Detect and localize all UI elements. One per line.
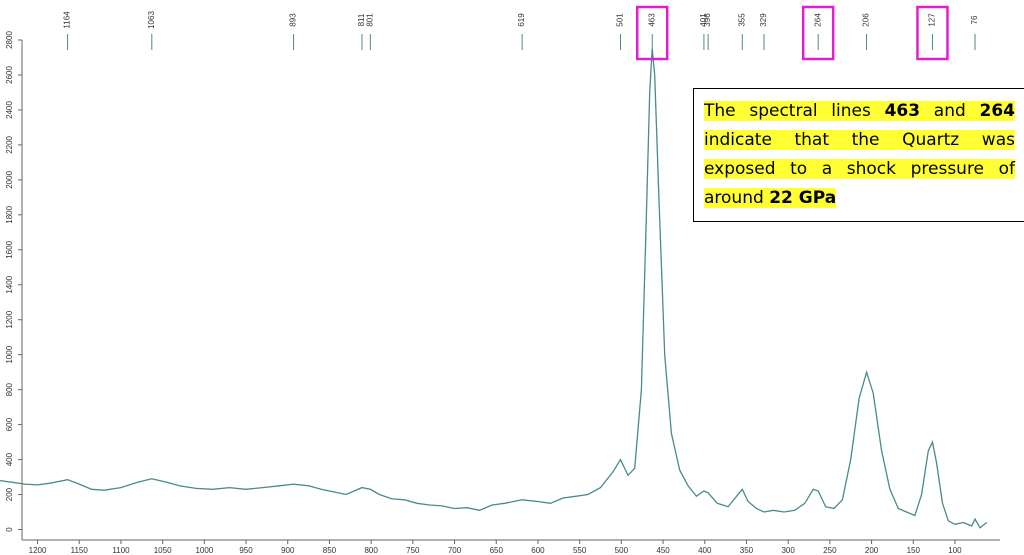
peak-label: 127: [928, 13, 937, 27]
x-tick-label: 150: [907, 546, 921, 555]
x-tick-label: 950: [239, 546, 253, 555]
y-tick-label: 2800: [5, 31, 14, 49]
x-tick-label: 800: [364, 546, 378, 555]
peak-label: 355: [737, 13, 746, 27]
y-tick-label: 1200: [5, 310, 14, 328]
peak-label: 206: [862, 13, 871, 27]
peak-highlight-box: [801, 5, 835, 61]
x-tick-label: 850: [323, 546, 337, 555]
x-tick-label: 600: [531, 546, 545, 555]
y-tick-label: 2600: [5, 66, 14, 84]
annotation-text: 264: [979, 101, 1015, 121]
x-tick-label: 1150: [71, 546, 89, 555]
y-tick-label: 1600: [5, 240, 14, 258]
x-tick-label: 250: [823, 546, 837, 555]
y-tick-label: 1000: [5, 345, 14, 363]
annotation-text: and: [920, 101, 980, 121]
x-tick-label: 650: [490, 546, 504, 555]
y-tick-label: 800: [5, 382, 14, 396]
x-tick-label: 300: [781, 546, 795, 555]
peak-label: 893: [289, 13, 298, 27]
x-tick-label: 200: [865, 546, 879, 555]
x-tick-label: 1100: [112, 546, 130, 555]
peak-label: 463: [647, 13, 656, 27]
y-tick-label: 1400: [5, 275, 14, 293]
x-tick-label: 550: [573, 546, 587, 555]
x-tick-label: 1050: [154, 546, 172, 555]
peak-label: 811: [357, 13, 366, 26]
peak-label: 1063: [147, 11, 156, 29]
x-tick-label: 1000: [195, 546, 213, 555]
peak-label: 396: [703, 13, 712, 27]
peak-highlight-box: [635, 5, 669, 61]
x-tick-label: 400: [698, 546, 712, 555]
y-tick-label: 400: [5, 452, 14, 466]
x-tick-label: 750: [406, 546, 420, 555]
peak-highlight-box: [916, 5, 949, 61]
x-tick-label: 450: [656, 546, 670, 555]
x-tick-label: 350: [740, 546, 754, 555]
annotation-text: 22 GPa: [769, 188, 837, 208]
peak-label: 401: [699, 13, 708, 27]
peak-label: 619: [517, 13, 526, 27]
y-tick-label: 0: [5, 527, 14, 532]
annotation-text: 463: [884, 101, 921, 121]
peak-label: 76: [970, 15, 979, 24]
peak-label: 264: [813, 13, 822, 27]
peak-label: 501: [616, 13, 625, 27]
annotation-box: The spectral lines 463 and 264 indicate …: [693, 88, 1024, 222]
annotation-text: The spectral lines: [704, 101, 885, 121]
x-tick-label: 900: [281, 546, 295, 555]
y-tick-label: 1800: [5, 205, 14, 223]
y-tick-label: 2000: [5, 170, 14, 188]
y-tick-label: 200: [5, 487, 14, 501]
peak-label: 1164: [63, 11, 72, 29]
x-tick-label: 100: [948, 546, 962, 555]
x-tick-label: 1200: [29, 546, 47, 555]
peak-label: 801: [365, 13, 374, 27]
peak-label: 329: [759, 13, 768, 27]
x-tick-label: 700: [448, 546, 462, 555]
spectrum-line: [0, 48, 988, 529]
annotation-text: indicate that the Quartz was exposed to …: [704, 130, 1015, 208]
y-tick-label: 2200: [5, 135, 14, 153]
x-tick-label: 500: [615, 546, 629, 555]
y-tick-label: 2400: [5, 100, 14, 118]
y-tick-label: 600: [5, 417, 14, 431]
